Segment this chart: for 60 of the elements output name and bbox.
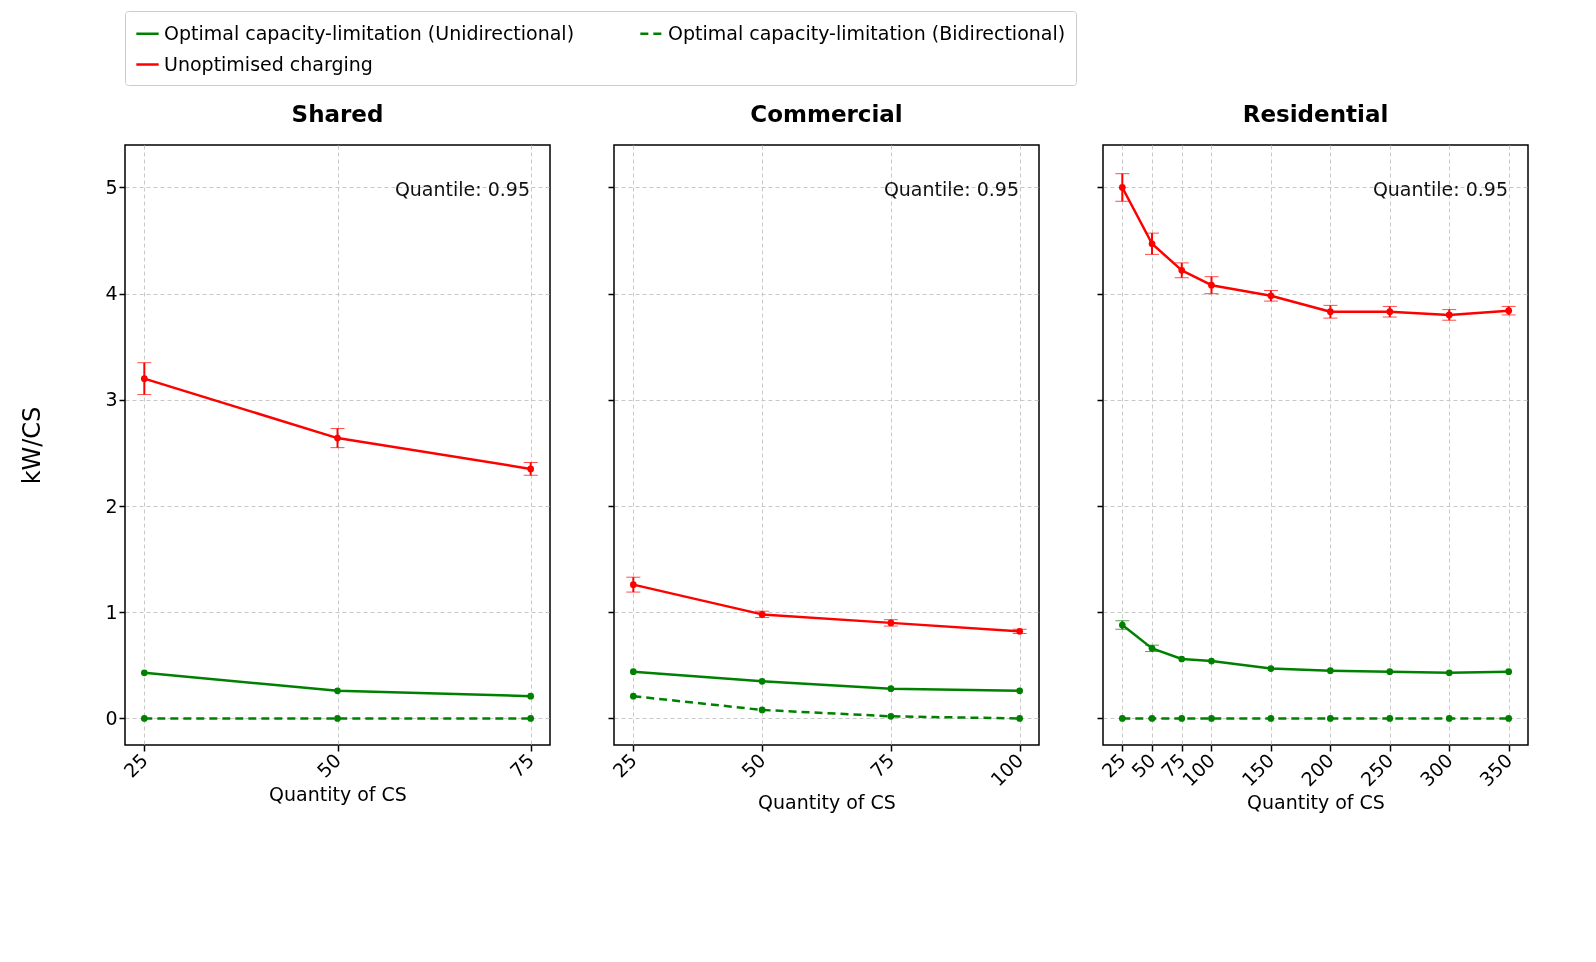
point (527, 692, 535, 700)
annotation: Quantile: 0.95 (394, 178, 530, 200)
point (1327, 667, 1334, 675)
point (1505, 668, 1513, 676)
x-axis-title: Quantity of CS (1247, 791, 1385, 814)
point (629, 668, 637, 676)
x-tick-label: 100 (986, 749, 1028, 791)
x-tick-label: 75 (505, 749, 539, 782)
point (140, 715, 148, 722)
point (1267, 665, 1275, 672)
x-tick-label: 50 (312, 749, 346, 782)
point (140, 669, 148, 677)
point (1386, 715, 1394, 722)
point (887, 685, 895, 693)
x-tick-label: 50 (737, 749, 770, 782)
y-tick-label: 4 (105, 282, 118, 305)
point (334, 715, 341, 722)
annotation: Quantile: 0.95 (1372, 178, 1508, 200)
point (1208, 657, 1215, 665)
x-axis-title: Quantity of CS (269, 782, 407, 805)
x-tick-label: 250 (1356, 749, 1398, 791)
annotation: Quantile: 0.95 (883, 178, 1019, 200)
point (1386, 668, 1394, 676)
y-tick-label: 3 (105, 388, 118, 411)
y-tick-label: 2 (105, 494, 118, 517)
chart-title: Residential (1242, 101, 1389, 127)
point (1178, 655, 1186, 663)
point (887, 712, 895, 720)
x-tick-label: 150 (1237, 749, 1279, 791)
point (1148, 715, 1156, 722)
point (1178, 715, 1186, 722)
point (1208, 715, 1215, 722)
point (1327, 715, 1334, 722)
x-axis-title: Quantity of CS (758, 791, 896, 814)
point (1016, 687, 1024, 695)
y-axis-title: kW/CS (18, 406, 47, 485)
x-tick-label: 350 (1475, 749, 1517, 791)
point (1267, 715, 1275, 722)
point (758, 677, 766, 685)
point (1505, 715, 1513, 722)
chart-title: Commercial (750, 101, 903, 127)
point (334, 687, 341, 695)
y-tick-label: 1 (105, 600, 118, 623)
legend-label: Optimal capacity-limitation (Bidirectional) (668, 21, 1066, 44)
point (1118, 715, 1126, 722)
point (1016, 715, 1024, 722)
legend-label: Optimal capacity-limitation (Unidirectional) (164, 21, 575, 44)
x-tick-label: 25 (119, 749, 152, 782)
point (758, 706, 766, 714)
point (1445, 669, 1453, 677)
point (629, 692, 637, 700)
point (1445, 715, 1453, 722)
chart-title: Shared (291, 101, 384, 127)
legend-label: Unoptimised charging (164, 52, 373, 75)
x-tick-label: 75 (865, 749, 899, 782)
x-tick-label: 300 (1415, 749, 1457, 791)
y-tick-label: 0 (105, 706, 118, 729)
x-tick-label: 25 (608, 749, 641, 782)
y-tick-label: 5 (105, 175, 118, 198)
point (527, 715, 535, 722)
